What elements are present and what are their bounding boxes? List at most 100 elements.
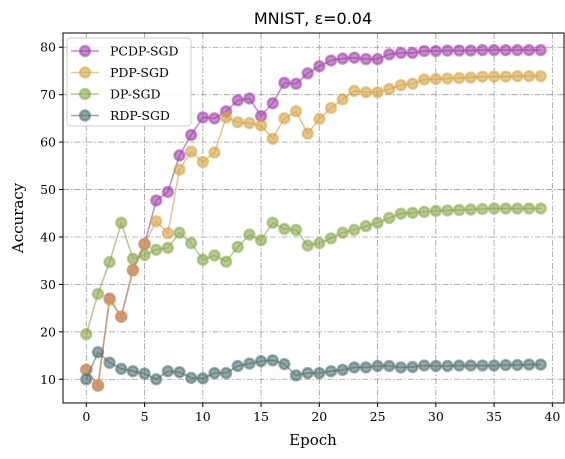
data-point-pdp-sgd	[417, 73, 431, 86]
data-point-pcdp-sgd	[324, 54, 338, 67]
data-point-pdp-sgd	[534, 69, 547, 83]
data-point-pdp-sgd	[184, 145, 198, 158]
data-point-rdp-sgd	[289, 369, 303, 382]
data-point-rdp-sgd	[301, 366, 314, 380]
data-point-dp-sgd	[534, 202, 547, 215]
y-tick-label: 40	[40, 229, 56, 244]
data-point-rdp-sgd	[476, 359, 489, 372]
legend-label: PDP-SGD	[110, 65, 169, 80]
x-tick-label: 20	[311, 409, 327, 424]
data-point-rdp-sgd	[499, 358, 512, 372]
data-point-rdp-sgd	[336, 363, 349, 376]
data-point-pdp-sgd	[476, 70, 489, 83]
x-tick-label: 25	[370, 409, 386, 424]
data-point-dp-sgd	[254, 234, 268, 247]
data-point-rdp-sgd	[371, 359, 384, 373]
data-point-rdp-sgd	[80, 373, 93, 386]
data-point-dp-sgd	[348, 223, 361, 237]
data-point-rdp-sgd	[429, 359, 443, 373]
data-point-pdp-sgd	[441, 72, 454, 85]
data-point-pcdp-sgd	[313, 60, 326, 73]
data-point-dp-sgd	[522, 202, 536, 215]
data-point-pcdp-sgd	[394, 46, 408, 60]
y-axis-label: Accuracy	[9, 182, 27, 254]
x-tick-label: 0	[82, 409, 90, 424]
data-point-pcdp-sgd	[511, 43, 524, 57]
x-tick-label: 35	[486, 409, 502, 424]
legend-label: RDP-SGD	[110, 108, 170, 123]
series-rdp-sgd	[80, 346, 547, 386]
data-point-pcdp-sgd	[417, 44, 431, 58]
data-point-pcdp-sgd	[208, 112, 221, 125]
data-point-dp-sgd	[289, 223, 303, 237]
data-point-rdp-sgd	[173, 365, 186, 379]
data-point-dp-sgd	[452, 203, 466, 217]
data-point-dp-sgd	[161, 241, 175, 255]
data-point-pcdp-sgd	[173, 149, 186, 162]
data-point-pcdp-sgd	[278, 76, 291, 90]
data-point-dp-sgd	[511, 202, 524, 215]
data-point-dp-sgd	[336, 226, 349, 239]
x-tick-label: 15	[253, 409, 269, 424]
y-tick-label: 80	[40, 40, 56, 55]
data-point-rdp-sgd	[91, 346, 105, 359]
data-point-rdp-sgd	[196, 372, 210, 385]
data-point-rdp-sgd	[348, 361, 361, 374]
data-point-rdp-sgd	[219, 366, 233, 380]
legend-label: PCDP-SGD	[110, 44, 179, 59]
data-point-rdp-sgd	[324, 365, 338, 378]
data-point-rdp-sgd	[487, 359, 501, 372]
data-point-pdp-sgd	[196, 155, 210, 169]
data-point-pdp-sgd	[464, 71, 477, 84]
data-point-pdp-sgd	[406, 77, 419, 90]
data-point-pcdp-sgd	[150, 194, 163, 207]
data-point-dp-sgd	[150, 243, 163, 256]
data-point-rdp-sgd	[150, 373, 163, 386]
data-point-pdp-sgd	[278, 112, 291, 125]
x-tick-label: 40	[544, 409, 560, 424]
data-point-pdp-sgd	[429, 72, 443, 86]
x-axis-label: Epoch	[289, 431, 337, 449]
data-point-rdp-sgd	[313, 366, 326, 380]
data-point-pcdp-sgd	[196, 111, 210, 124]
data-point-pdp-sgd	[208, 146, 221, 159]
data-point-dp-sgd	[394, 207, 408, 220]
data-point-pcdp-sgd	[348, 51, 361, 64]
data-point-pcdp-sgd	[371, 52, 384, 66]
data-point-dp-sgd	[138, 248, 151, 262]
data-point-pdp-sgd	[359, 86, 373, 99]
data-point-pdp-sgd	[336, 93, 349, 106]
data-point-dp-sgd	[219, 255, 233, 268]
data-point-dp-sgd	[383, 211, 396, 225]
legend: PCDP-SGD PDP-SGD DP-SGD RDP-SGD	[66, 37, 192, 127]
data-point-dp-sgd	[429, 204, 443, 218]
data-point-dp-sgd	[91, 287, 105, 301]
data-point-pdp-sgd	[452, 71, 466, 85]
series-line-dp-sgd	[85, 207, 541, 335]
data-point-pdp-sgd	[126, 263, 140, 277]
data-point-pdp-sgd	[394, 78, 408, 92]
legend-label: DP-SGD	[110, 87, 161, 102]
data-point-pdp-sgd	[511, 69, 524, 83]
data-point-pdp-sgd	[289, 105, 303, 118]
data-point-pcdp-sgd	[429, 44, 443, 58]
data-point-rdp-sgd	[161, 365, 175, 378]
data-point-rdp-sgd	[103, 356, 116, 369]
data-point-rdp-sgd	[254, 355, 268, 368]
data-point-pcdp-sgd	[406, 46, 419, 60]
data-point-rdp-sgd	[441, 359, 454, 373]
data-point-dp-sgd	[313, 236, 326, 250]
data-point-pdp-sgd	[173, 163, 186, 176]
legend-marker	[78, 109, 92, 122]
data-point-rdp-sgd	[208, 366, 221, 380]
data-point-dp-sgd	[359, 219, 373, 233]
data-point-pdp-sgd	[522, 69, 536, 83]
data-point-dp-sgd	[103, 255, 116, 269]
legend-item-pdp-sgd: PDP-SGD	[71, 65, 169, 80]
data-point-pcdp-sgd	[231, 94, 244, 107]
data-point-rdp-sgd	[452, 359, 466, 372]
plot-frame	[62, 32, 565, 404]
series-dp-sgd	[80, 202, 547, 341]
data-point-pdp-sgd	[499, 70, 512, 83]
data-point-pcdp-sgd	[336, 52, 349, 65]
